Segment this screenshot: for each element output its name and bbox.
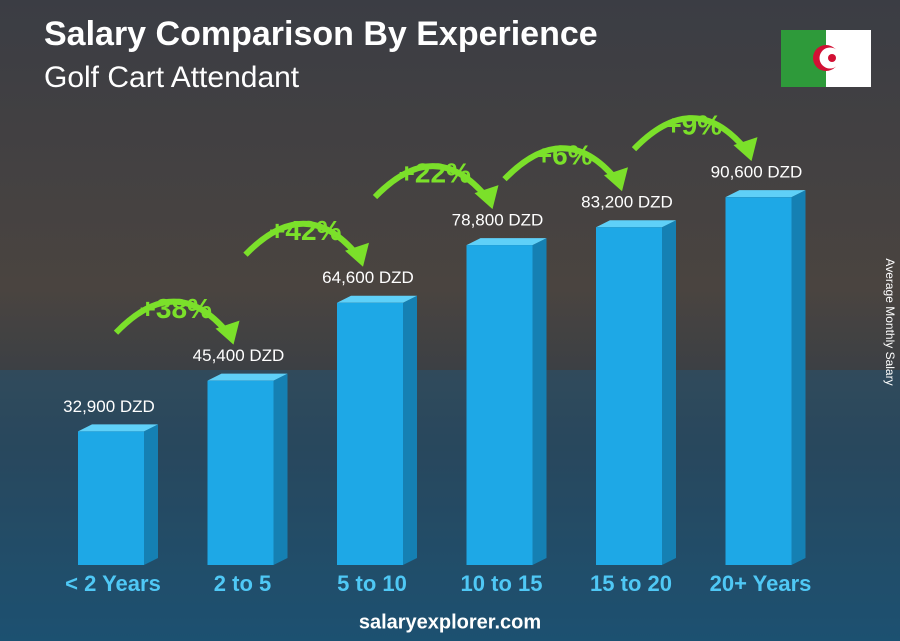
bar-top bbox=[466, 238, 547, 246]
growth-label: +9% bbox=[665, 110, 722, 141]
bar-side bbox=[662, 220, 676, 565]
bar-side bbox=[791, 190, 806, 565]
x-tick-label: < 2 Years bbox=[65, 571, 161, 596]
value-label: 45,400 DZD bbox=[193, 346, 285, 365]
arrow-head bbox=[345, 242, 369, 267]
bar bbox=[78, 431, 144, 565]
bar bbox=[207, 380, 274, 565]
bar-top bbox=[78, 424, 158, 432]
growth-label: +22% bbox=[399, 157, 471, 188]
value-label: 78,800 DZD bbox=[452, 211, 544, 230]
bar-side bbox=[144, 424, 158, 565]
growth-label: +38% bbox=[140, 293, 212, 324]
bar-side bbox=[273, 373, 288, 565]
chart-title: Salary Comparison By Experience bbox=[44, 15, 598, 53]
x-tick-label: 10 to 15 bbox=[461, 571, 543, 596]
footer: salaryexplorer.com bbox=[359, 611, 541, 633]
y-axis-label: Average Monthly Salary bbox=[883, 258, 897, 385]
value-label: 32,900 DZD bbox=[63, 397, 155, 416]
arrow-head bbox=[733, 137, 758, 162]
arrow bbox=[502, 145, 619, 182]
arrow bbox=[243, 220, 360, 257]
bar-top bbox=[207, 373, 288, 381]
value-label: 83,200 DZD bbox=[581, 193, 673, 212]
growth-label: +42% bbox=[269, 215, 341, 246]
growth-label: +6% bbox=[536, 140, 593, 171]
arrow-head bbox=[215, 320, 240, 345]
x-tick-label: 5 to 10 bbox=[337, 571, 407, 596]
bar-top bbox=[725, 190, 806, 198]
x-tick-label: 20+ Years bbox=[710, 571, 812, 596]
arrow bbox=[113, 298, 230, 335]
bar bbox=[466, 245, 533, 565]
x-tick-label: 15 to 20 bbox=[590, 571, 672, 596]
bar-side bbox=[532, 238, 547, 565]
bar-top bbox=[596, 220, 676, 228]
flag bbox=[781, 30, 871, 87]
arrow bbox=[372, 163, 489, 200]
value-label: 64,600 DZD bbox=[322, 268, 414, 287]
bar bbox=[725, 197, 792, 565]
value-label: 90,600 DZD bbox=[711, 163, 803, 182]
arrow bbox=[631, 115, 748, 152]
bar-side bbox=[403, 295, 417, 565]
x-tick-label: 2 to 5 bbox=[214, 571, 271, 596]
bar-top bbox=[337, 295, 417, 303]
bar bbox=[337, 302, 403, 565]
arrow-head bbox=[604, 167, 628, 192]
arrow-head bbox=[474, 185, 499, 210]
bar bbox=[596, 227, 662, 565]
chart-subtitle: Golf Cart Attendant bbox=[44, 61, 300, 94]
